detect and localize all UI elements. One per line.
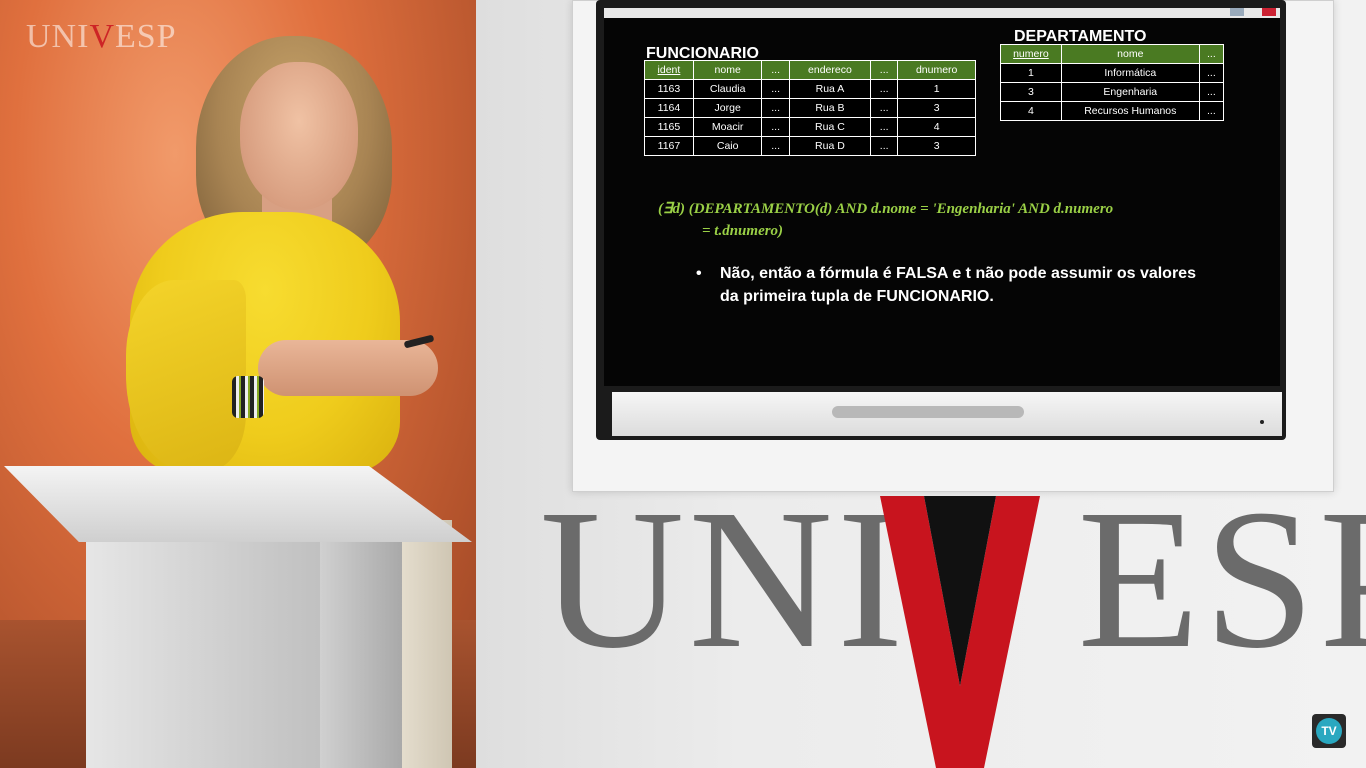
funcionario-table: ident nome ... endereco ... dnumero 1163… <box>644 60 976 156</box>
monitor-bezel <box>612 392 1282 436</box>
table-cell: 1165 <box>644 117 694 137</box>
table-cell: ... <box>870 136 899 156</box>
table-header-cell: numero <box>1000 44 1062 64</box>
table-cell: 3 <box>897 136 976 156</box>
table-row: 1 Informática ... <box>1000 63 1225 83</box>
close-icon[interactable] <box>1262 8 1276 16</box>
bracelet-icon <box>232 376 264 418</box>
presenter-sleeve <box>126 280 246 470</box>
formula-line-1: (∃d) (DEPARTAMENTO(d) AND d.nome = 'Enge… <box>658 201 1114 217</box>
table-cell: 1 <box>897 79 976 99</box>
table-cell: Recursos Humanos <box>1060 101 1200 121</box>
table-cell: ... <box>761 136 790 156</box>
funcionario-title: FUNCIONARIO <box>646 45 759 62</box>
table-header-cell: ... <box>870 60 899 80</box>
table-header-cell: endereco <box>788 60 872 80</box>
table-cell: Informática <box>1060 63 1200 83</box>
table-cell: ... <box>1198 63 1225 83</box>
minimize-icon[interactable] <box>1230 8 1244 16</box>
table-cell: Engenharia <box>1060 82 1200 102</box>
table-cell: Caio <box>692 136 763 156</box>
table-header-row: numero nome ... <box>1000 44 1225 64</box>
table-cell: Moacir <box>692 117 763 137</box>
table-cell: ... <box>1198 101 1225 121</box>
table-header-cell: ... <box>761 60 790 80</box>
departamento-title: DEPARTAMENTO <box>1014 28 1147 45</box>
table-cell: ... <box>870 79 899 99</box>
table-cell: Jorge <box>692 98 763 118</box>
table-row: 1167 Caio ... Rua D ... 3 <box>644 136 976 156</box>
table-cell: 1167 <box>644 136 694 156</box>
table-cell: 3 <box>897 98 976 118</box>
univesp-watermark-logo: UNIVESP <box>26 18 177 55</box>
table-header-cell: nome <box>1060 44 1200 64</box>
table-cell: 1 <box>1000 63 1062 83</box>
table-row: 3 Engenharia ... <box>1000 82 1225 102</box>
table-row: 1164 Jorge ... Rua B ... 3 <box>644 98 976 118</box>
univesp-wall-logo: UNIESP <box>540 470 1366 768</box>
table-cell: 1163 <box>644 79 694 99</box>
table-cell: Rua B <box>788 98 872 118</box>
table-cell: ... <box>761 117 790 137</box>
table-row: 1165 Moacir ... Rua C ... 4 <box>644 117 976 137</box>
table-cell: ... <box>1198 82 1225 102</box>
bullet-point: • Não, então a fórmula é FALSA e t não p… <box>696 262 1218 308</box>
presenter-pants <box>392 520 452 768</box>
table-header-cell: ... <box>1198 44 1225 64</box>
tv-logo-icon: TV <box>1316 718 1342 744</box>
table-cell: ... <box>761 98 790 118</box>
table-cell: 4 <box>897 117 976 137</box>
table-cell: Rua D <box>788 136 872 156</box>
relational-calculus-formula: (∃d) (DEPARTAMENTO(d) AND d.nome = 'Enge… <box>658 198 1218 242</box>
table-header-cell: dnumero <box>897 60 976 80</box>
departamento-table: numero nome ... 1 Informática ... 3 Enge… <box>1000 44 1225 121</box>
table-cell: Claudia <box>692 79 763 99</box>
formula-line-2: = t.dnumero) <box>702 223 784 239</box>
table-cell: 3 <box>1000 82 1062 102</box>
bullet-icon: • <box>696 265 702 282</box>
table-header-cell: ident <box>644 60 694 80</box>
table-row: 4 Recursos Humanos ... <box>1000 101 1225 121</box>
table-header-row: ident nome ... endereco ... dnumero <box>644 60 976 80</box>
table-cell: 1164 <box>644 98 694 118</box>
table-cell: ... <box>870 117 899 137</box>
presenter-arm <box>258 340 438 396</box>
presenter-face <box>240 62 358 210</box>
bezel-bar <box>832 406 1024 418</box>
wall-logo-v-mark <box>880 496 1040 768</box>
table-cell: 4 <box>1000 101 1062 121</box>
table-cell: ... <box>761 79 790 99</box>
tv-channel-badge: TV <box>1312 714 1346 748</box>
table-header-cell: nome <box>692 60 763 80</box>
bullet-text: Não, então a fórmula é FALSA e t não pod… <box>720 265 1196 305</box>
window-titlebar <box>604 8 1280 18</box>
table-cell: ... <box>870 98 899 118</box>
table-cell: Rua A <box>788 79 872 99</box>
table-row: 1163 Claudia ... Rua A ... 1 <box>644 79 976 99</box>
power-led-icon <box>1260 420 1264 424</box>
table-cell: Rua C <box>788 117 872 137</box>
